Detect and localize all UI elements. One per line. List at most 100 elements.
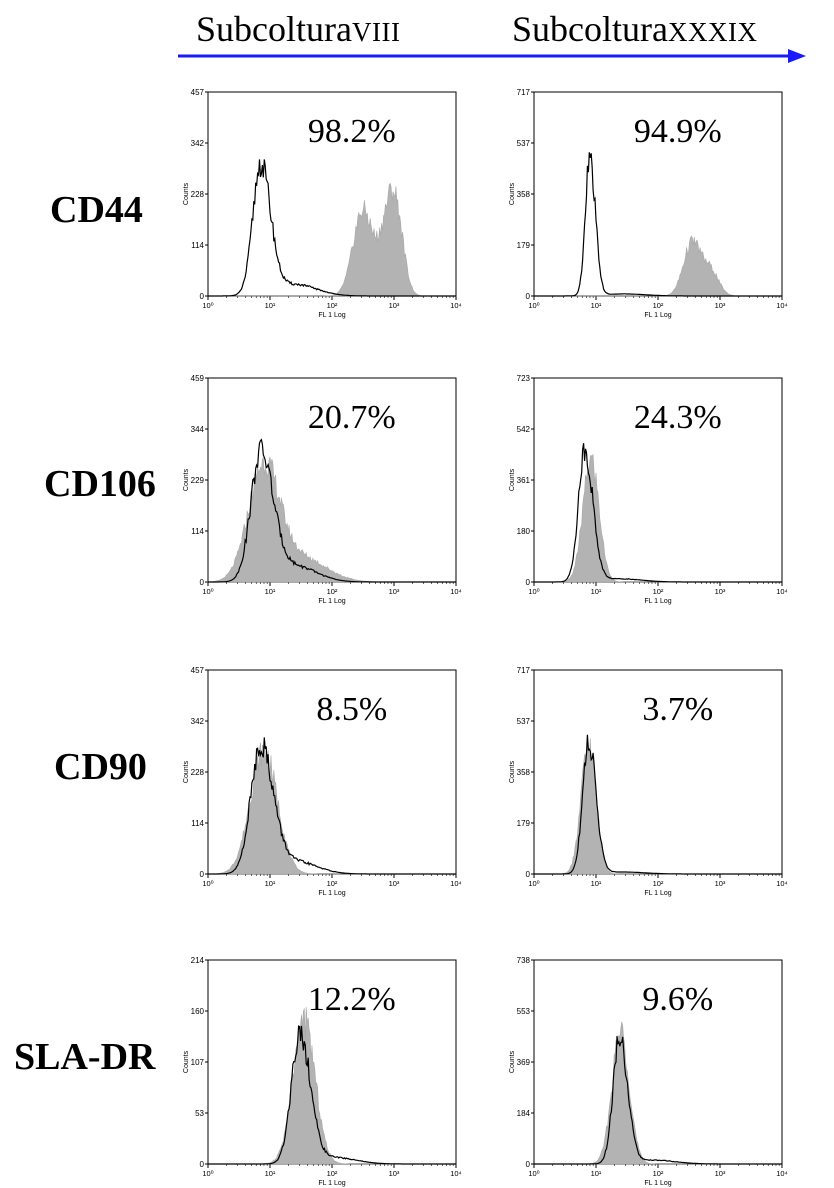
y-tick-label: 114 <box>191 527 204 536</box>
x-tick-label: 10³ <box>389 879 400 888</box>
x-tick-label: 10⁰ <box>202 301 213 310</box>
header-subcoltura-label: Subcoltura <box>512 9 668 49</box>
stained-histogram <box>208 1006 456 1165</box>
y-axis-label: Counts <box>509 468 516 491</box>
percent-positive-label: 3.7% <box>642 691 713 728</box>
y-tick-label: 214 <box>191 956 205 965</box>
row-label-cd44: CD44 <box>50 189 143 231</box>
column-header-xxxix: SubcolturaXXXIX <box>512 8 757 50</box>
y-tick-label: 537 <box>517 717 531 726</box>
y-tick-label: 542 <box>517 425 531 434</box>
control-histogram <box>208 737 456 875</box>
y-axis-label: Counts <box>183 182 190 205</box>
y-axis-label: Counts <box>509 1050 516 1073</box>
column-header-viii: SubcolturaVIII <box>196 8 400 50</box>
y-axis-label: Counts <box>183 468 190 491</box>
x-tick-label: 10³ <box>715 587 726 596</box>
y-tick-label: 228 <box>191 190 205 199</box>
x-tick-label: 10² <box>653 1169 664 1178</box>
y-tick-label: 114 <box>191 819 204 828</box>
y-tick-label: 160 <box>191 1007 205 1016</box>
x-tick-label: 10² <box>653 879 664 888</box>
x-tick-label: 10³ <box>715 301 726 310</box>
y-tick-label: 537 <box>517 139 531 148</box>
header-subculture-number: VIII <box>351 17 401 47</box>
x-tick-label: 10² <box>327 1169 338 1178</box>
y-axis-label: Counts <box>509 760 516 783</box>
percent-positive-label: 8.5% <box>316 691 387 728</box>
percent-positive-label: 12.2% <box>308 981 396 1018</box>
y-tick-label: 717 <box>517 88 531 97</box>
x-tick-label: 10¹ <box>591 301 602 310</box>
x-tick-label: 10⁴ <box>450 587 462 596</box>
y-tick-label: 0 <box>200 1160 205 1169</box>
x-tick-label: 10⁰ <box>528 587 539 596</box>
control-histogram <box>534 734 782 875</box>
y-tick-label: 457 <box>191 88 205 97</box>
y-tick-label: 180 <box>517 527 531 536</box>
x-tick-label: 10³ <box>715 1169 726 1178</box>
stained-histogram <box>207 456 456 583</box>
x-axis-label: FL 1 Log <box>318 312 345 319</box>
x-tick-label: 10⁰ <box>202 1169 213 1178</box>
stained-histogram <box>208 742 456 875</box>
y-tick-label: 0 <box>526 578 531 587</box>
row-label-cd90: CD90 <box>54 746 147 788</box>
x-tick-label: 10⁴ <box>776 1169 788 1178</box>
y-tick-label: 723 <box>517 374 531 383</box>
x-tick-label: 10³ <box>389 1169 400 1178</box>
y-tick-label: 459 <box>191 374 205 383</box>
stained-histogram <box>208 182 456 297</box>
x-tick-label: 10¹ <box>265 1169 276 1178</box>
y-tick-label: 228 <box>191 768 205 777</box>
x-axis-label: FL 1 Log <box>644 598 671 605</box>
y-tick-label: 0 <box>200 578 205 587</box>
histogram-cd44-xxxix: 0 179 358 537 717 Counts 10⁰ 10¹ 10² 10³ 10⁴ FL 1 L… <box>509 88 788 319</box>
x-tick-label: 10¹ <box>265 301 276 310</box>
x-axis-label: FL 1 Log <box>644 1180 671 1187</box>
histogram-cd90-xxxix: 0 179 358 537 717 Counts 10⁰ 10¹ 10² 10³ 10⁴ FL 1 L… <box>509 666 788 897</box>
row-label-cd106: CD106 <box>44 463 156 505</box>
y-tick-label: 361 <box>517 476 531 485</box>
y-tick-label: 717 <box>517 666 531 675</box>
control-histogram <box>534 1035 782 1165</box>
histogram-cd106-viii: 0 114 229 344 459 Counts 10⁰ 10¹ 10² 10³ 10⁴ FL 1 L… <box>183 374 462 605</box>
control-histogram <box>208 438 456 583</box>
x-axis-label: FL 1 Log <box>644 890 671 897</box>
y-tick-label: 0 <box>200 870 205 879</box>
x-tick-label: 10² <box>653 587 664 596</box>
progression-arrow <box>178 49 806 63</box>
y-tick-label: 553 <box>517 1007 531 1016</box>
x-tick-label: 10³ <box>389 301 400 310</box>
histogram-cd106-xxxix: 0 180 361 542 723 Counts 10⁰ 10¹ 10² 10³ 10⁴ FL 1 L… <box>509 374 788 605</box>
y-tick-label: 738 <box>517 956 531 965</box>
percent-positive-label: 20.7% <box>308 399 396 436</box>
y-tick-label: 184 <box>517 1109 531 1118</box>
y-tick-label: 344 <box>191 425 205 434</box>
histogram-cd90-viii: 0 114 228 342 457 Counts 10⁰ 10¹ 10² 10³ 10⁴ FL 1 L… <box>183 666 462 897</box>
x-tick-label: 10³ <box>715 879 726 888</box>
header-subcoltura-label: Subcoltura <box>196 9 352 49</box>
x-tick-label: 10⁴ <box>450 301 462 310</box>
control-histogram <box>208 1025 456 1165</box>
control-histogram <box>208 159 456 297</box>
x-tick-label: 10⁴ <box>776 587 788 596</box>
x-tick-label: 10² <box>327 587 338 596</box>
y-axis-label: Counts <box>183 760 190 783</box>
x-tick-label: 10⁴ <box>776 301 788 310</box>
y-tick-label: 342 <box>191 139 205 148</box>
y-tick-label: 358 <box>517 190 531 199</box>
y-tick-label: 229 <box>191 476 205 485</box>
x-tick-label: 10² <box>653 301 664 310</box>
control-histogram <box>534 152 782 297</box>
y-tick-label: 0 <box>526 1160 531 1169</box>
x-tick-label: 10⁴ <box>776 879 788 888</box>
stained-histogram <box>534 454 782 583</box>
x-tick-label: 10⁴ <box>450 879 462 888</box>
x-tick-label: 10² <box>327 301 338 310</box>
x-axis-label: FL 1 Log <box>318 1180 345 1187</box>
y-axis-label: Counts <box>183 1050 190 1073</box>
x-tick-label: 10⁰ <box>528 1169 539 1178</box>
row-label-sla-dr: SLA-DR <box>14 1036 156 1078</box>
x-tick-label: 10¹ <box>265 587 276 596</box>
